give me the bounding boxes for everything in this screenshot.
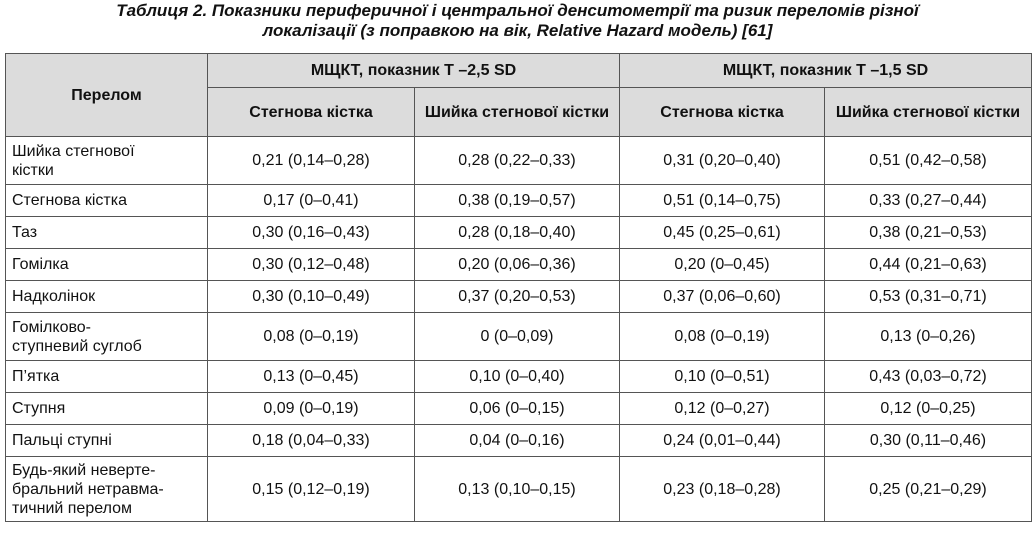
caption-line-1: Таблиця 2. Показники периферичної і цент… bbox=[116, 1, 919, 20]
value-cell: 0,18 (0,04–0,33) bbox=[207, 424, 415, 457]
row-label: Шийка стегнової кістки bbox=[5, 136, 208, 185]
row-label: Будь-який неверте-бральний нетравма-тичн… bbox=[5, 456, 208, 522]
value-cell: 0,24 (0,01–0,44) bbox=[619, 424, 825, 457]
row-label: Надколінок bbox=[5, 280, 208, 313]
value-cell: 0,45 (0,25–0,61) bbox=[619, 216, 825, 249]
table-row: П’ятка 0,13 (0–0,45) 0,10 (0–0,40) 0,10 (0–… bbox=[5, 360, 1032, 393]
value-cell: 0,15 (0,12–0,19) bbox=[207, 456, 415, 522]
value-cell: 0,38 (0,21–0,53) bbox=[824, 216, 1032, 249]
value-cell: 0,06 (0–0,15) bbox=[414, 392, 620, 425]
value-cell: 0 (0–0,09) bbox=[414, 312, 620, 361]
value-cell: 0,20 (0,06–0,36) bbox=[414, 248, 620, 281]
row-label: Пальці ступні bbox=[5, 424, 208, 457]
table-row: Таз 0,30 (0,16–0,43) 0,28 (0,18–0,40) 0,45 … bbox=[5, 216, 1032, 249]
row-label-line: Гомілково- bbox=[12, 318, 92, 336]
row-label-line: Пальці ступні bbox=[12, 432, 112, 449]
value-cell: 0,28 (0,18–0,40) bbox=[414, 216, 620, 249]
value-cell: 0,30 (0,10–0,49) bbox=[207, 280, 415, 313]
caption-line-2: локалізації (з поправкою на вік, Relativ… bbox=[262, 21, 773, 40]
header-sub-femur-1: Стегнова кістка bbox=[207, 87, 415, 137]
table-row: Гомілка 0,30 (0,12–0,48) 0,20 (0,06–0,36) 0… bbox=[5, 248, 1032, 281]
value-cell: 0,53 (0,31–0,71) bbox=[824, 280, 1032, 313]
row-label-line: Надколінок bbox=[12, 288, 96, 305]
row-label-line: П’ятка bbox=[12, 368, 60, 385]
row-label-line: Стегнова кістка bbox=[12, 192, 127, 209]
value-cell: 0,12 (0–0,27) bbox=[619, 392, 825, 425]
table-row: Гомілково-ступневий суглоб 0,08 (0–0,19) 0… bbox=[5, 312, 1032, 361]
table-row: Надколінок 0,30 (0,10–0,49) 0,37 (0,20–0,5… bbox=[5, 280, 1032, 313]
row-label-line: ступневий суглоб bbox=[12, 337, 142, 355]
value-cell: 0,38 (0,19–0,57) bbox=[414, 184, 620, 217]
value-cell: 0,25 (0,21–0,29) bbox=[824, 456, 1032, 522]
fracture-risk-table: Перелом МЩКТ, показник Т –2,5 SD МЩКТ, п… bbox=[5, 53, 1032, 522]
value-cell: 0,13 (0–0,45) bbox=[207, 360, 415, 393]
value-cell: 0,10 (0–0,51) bbox=[619, 360, 825, 393]
value-cell: 0,13 (0–0,26) bbox=[824, 312, 1032, 361]
header-sub-femur-2: Стегнова кістка bbox=[619, 87, 825, 137]
row-label-line: Гомілка bbox=[12, 256, 69, 273]
value-cell: 0,09 (0–0,19) bbox=[207, 392, 415, 425]
table-row: Пальці ступні 0,18 (0,04–0,33) 0,04 (0–0,1… bbox=[5, 424, 1032, 457]
value-cell: 0,30 (0,12–0,48) bbox=[207, 248, 415, 281]
value-cell: 0,08 (0–0,19) bbox=[619, 312, 825, 361]
value-cell: 0,08 (0–0,19) bbox=[207, 312, 415, 361]
value-cell: 0,31 (0,20–0,40) bbox=[619, 136, 825, 185]
value-cell: 0,28 (0,22–0,33) bbox=[414, 136, 620, 185]
row-label-line: Будь-який неверте- bbox=[12, 461, 156, 479]
value-cell: 0,51 (0,14–0,75) bbox=[619, 184, 825, 217]
value-cell: 0,30 (0,16–0,43) bbox=[207, 216, 415, 249]
row-label: Таз bbox=[5, 216, 208, 249]
value-cell: 0,21 (0,14–0,28) bbox=[207, 136, 415, 185]
table-caption: Таблиця 2. Показники периферичної і цент… bbox=[0, 0, 1035, 48]
row-label-line: Шийка стегнової bbox=[12, 142, 135, 160]
header-group-t25: МЩКТ, показник Т –2,5 SD bbox=[207, 53, 620, 88]
row-label: Гомілка bbox=[5, 248, 208, 281]
value-cell: 0,44 (0,21–0,63) bbox=[824, 248, 1032, 281]
value-cell: 0,23 (0,18–0,28) bbox=[619, 456, 825, 522]
value-cell: 0,20 (0–0,45) bbox=[619, 248, 825, 281]
value-cell: 0,37 (0,06–0,60) bbox=[619, 280, 825, 313]
row-label-line: кістки bbox=[12, 161, 54, 179]
row-label-line: Ступня bbox=[12, 400, 66, 417]
table-row: Ступня 0,09 (0–0,19) 0,06 (0–0,15) 0,12 (0–… bbox=[5, 392, 1032, 425]
table-row: Будь-який неверте-бральний нетравма-тичн… bbox=[5, 456, 1032, 522]
header-sub-femoral-neck-2: Шийка стегнової кістки bbox=[824, 87, 1032, 137]
row-label-line: тичний перелом bbox=[12, 499, 132, 517]
row-label-line: бральний нетравма- bbox=[12, 480, 164, 498]
value-cell: 0,30 (0,11–0,46) bbox=[824, 424, 1032, 457]
value-cell: 0,13 (0,10–0,15) bbox=[414, 456, 620, 522]
value-cell: 0,12 (0–0,25) bbox=[824, 392, 1032, 425]
value-cell: 0,10 (0–0,40) bbox=[414, 360, 620, 393]
value-cell: 0,33 (0,27–0,44) bbox=[824, 184, 1032, 217]
value-cell: 0,51 (0,42–0,58) bbox=[824, 136, 1032, 185]
row-label: Ступня bbox=[5, 392, 208, 425]
row-label: Гомілково-ступневий суглоб bbox=[5, 312, 208, 361]
table-row: Стегнова кістка 0,17 (0–0,41) 0,38 (0,19–0… bbox=[5, 184, 1032, 217]
value-cell: 0,43 (0,03–0,72) bbox=[824, 360, 1032, 393]
header-sub-femoral-neck-1: Шийка стегнової кістки bbox=[414, 87, 620, 137]
row-label: Стегнова кістка bbox=[5, 184, 208, 217]
row-label: П’ятка bbox=[5, 360, 208, 393]
value-cell: 0,04 (0–0,16) bbox=[414, 424, 620, 457]
header-group-t15: МЩКТ, показник Т –1,5 SD bbox=[619, 53, 1032, 88]
value-cell: 0,17 (0–0,41) bbox=[207, 184, 415, 217]
header-fracture: Перелом bbox=[5, 53, 208, 137]
value-cell: 0,37 (0,20–0,53) bbox=[414, 280, 620, 313]
table-row: Шийка стегнової кістки 0,21 (0,14–0,28) 0,2… bbox=[5, 136, 1032, 185]
table-body: Шийка стегнової кістки 0,21 (0,14–0,28) 0,2… bbox=[5, 136, 1032, 522]
row-label-line: Таз bbox=[12, 224, 38, 241]
